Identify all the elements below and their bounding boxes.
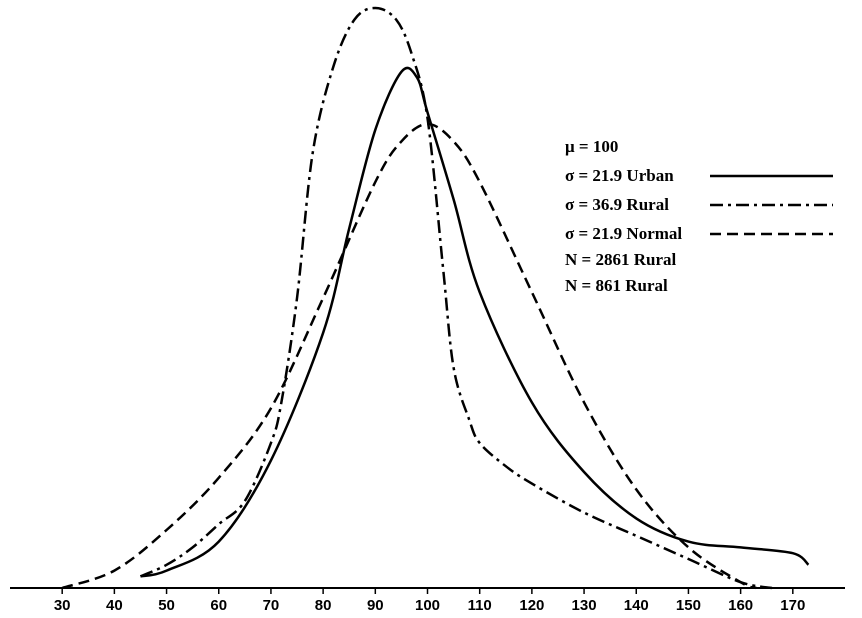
x-tick-label: 170 <box>780 597 805 614</box>
x-tick-label: 80 <box>315 597 332 614</box>
x-tick-label: 110 <box>468 597 492 614</box>
x-tick-label: 30 <box>54 597 71 614</box>
x-tick-label: 90 <box>367 597 384 614</box>
curve <box>61 122 757 590</box>
x-tick-label: 120 <box>519 597 544 614</box>
x-tick-label: 50 <box>158 597 175 614</box>
x-tick-label: 130 <box>572 597 597 614</box>
annotation: N = 2861 Rural <box>565 250 676 269</box>
legend-label: σ = 36.9 Rural <box>565 195 669 214</box>
x-tick-label: 160 <box>728 597 753 614</box>
x-tick-label: 40 <box>106 597 123 614</box>
curve <box>139 6 773 590</box>
legend-label: σ = 21.9 Normal <box>565 224 682 243</box>
x-tick-label: 70 <box>263 597 280 614</box>
x-tick-label: 140 <box>624 597 649 614</box>
x-tick-label: 100 <box>415 597 440 614</box>
annotation: N = 861 Rural <box>565 276 668 295</box>
annotation: μ = 100 <box>565 137 618 156</box>
x-tick-label: 60 <box>210 597 227 614</box>
curve <box>140 66 810 578</box>
legend-label: σ = 21.9 Urban <box>565 166 674 185</box>
x-tick-label: 150 <box>676 597 701 614</box>
